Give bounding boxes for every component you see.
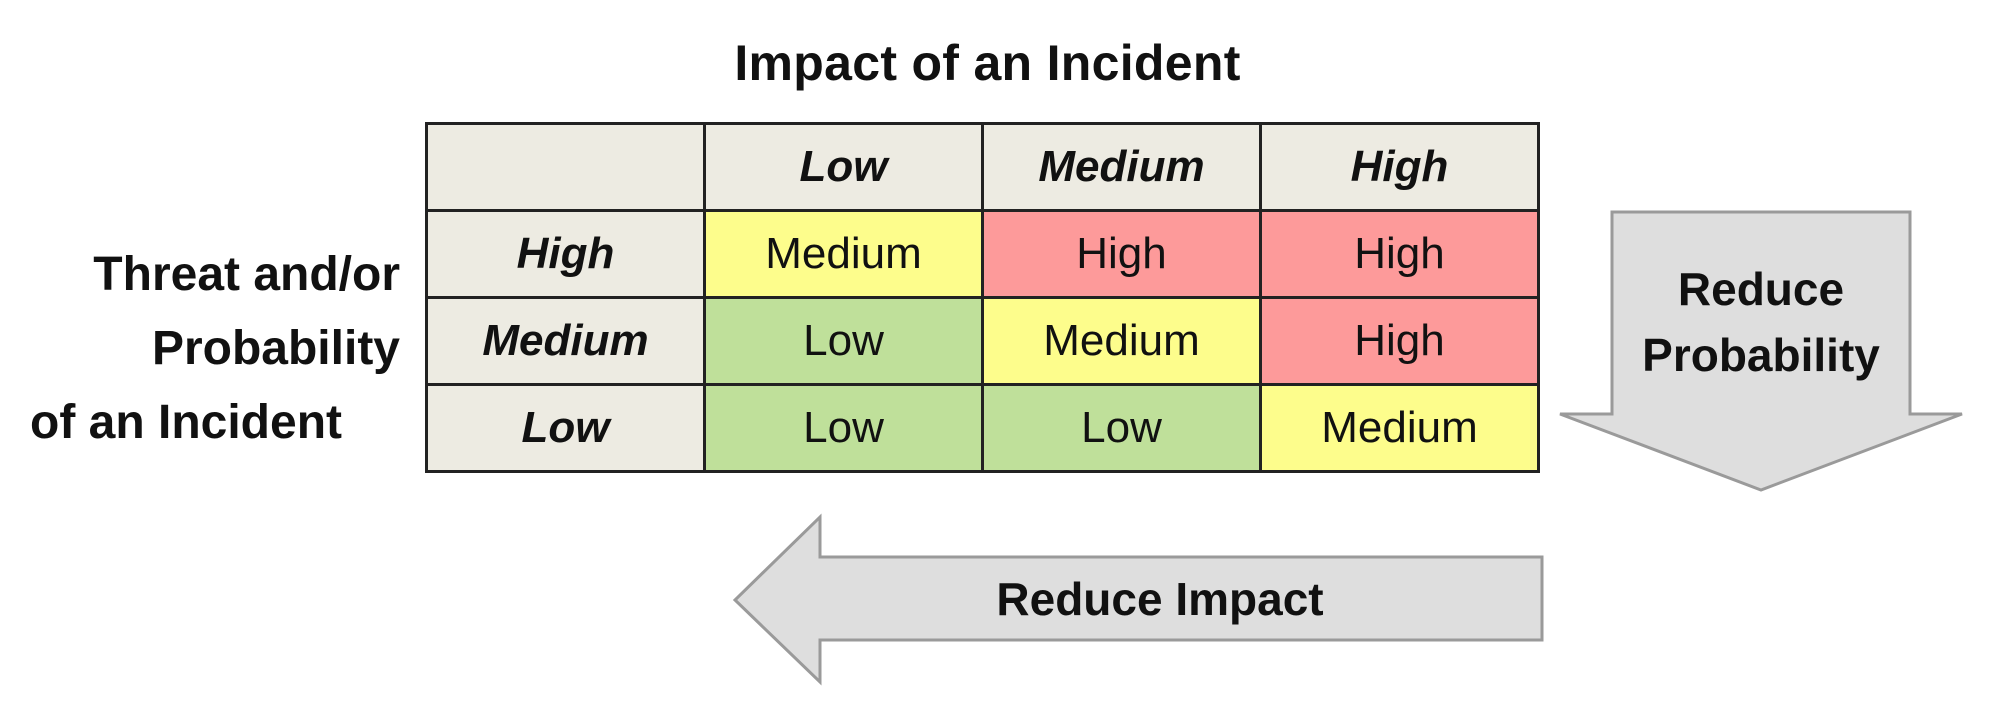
risk-cell: Low [981, 383, 1262, 473]
reduce-impact-arrow [732, 513, 1544, 686]
column-header-low: Low [703, 122, 984, 212]
column-header-medium: Medium [981, 122, 1262, 212]
matrix-corner-cell [425, 122, 706, 212]
row-header-low: Low [425, 383, 706, 473]
reduce-probability-arrow [1559, 210, 1963, 492]
row-header-medium: Medium [425, 296, 706, 386]
diagram-title: Impact of an Incident [734, 35, 1241, 91]
row-axis-label-line1: Threat and/or [93, 248, 400, 301]
column-header-high: High [1259, 122, 1540, 212]
risk-cell: High [1259, 296, 1540, 386]
row-header-high: High [425, 209, 706, 299]
matrix-row-medium: Medium Low Medium High [425, 296, 1540, 386]
reduce-probability-label-line2: Probability [1642, 329, 1880, 381]
risk-cell: Medium [703, 209, 984, 299]
reduce-impact-label: Reduce Impact [996, 573, 1324, 625]
row-axis-label-line2: Probability [151, 322, 400, 375]
risk-matrix: Low Medium High High Medium High High Me… [425, 122, 1540, 473]
row-axis-label-line3: of an Incident [30, 396, 342, 449]
risk-cell: Low [703, 383, 984, 473]
reduce-probability-label: Reduce Probability [1612, 256, 1910, 388]
matrix-row-high: High Medium High High [425, 209, 1540, 299]
risk-cell: Medium [1259, 383, 1540, 473]
risk-cell: Medium [981, 296, 1262, 386]
reduce-probability-label-line1: Reduce [1677, 263, 1845, 315]
risk-cell: High [981, 209, 1262, 299]
matrix-row-low: Low Low Low Medium [425, 383, 1540, 473]
risk-cell: High [1259, 209, 1540, 299]
matrix-header-row: Low Medium High [425, 122, 1540, 212]
risk-cell: Low [703, 296, 984, 386]
